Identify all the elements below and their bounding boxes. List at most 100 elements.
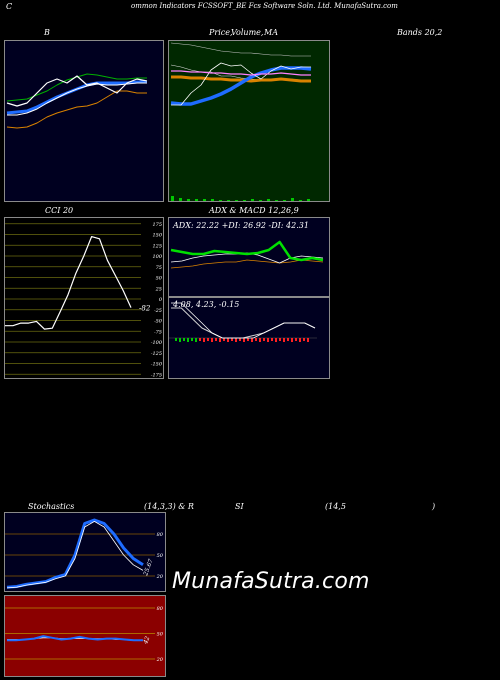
adx-panel: ADX: 22.22 +DI: 26.92 -DI: 42.31 (168, 217, 330, 297)
rsi-tick-label: 20 (156, 657, 164, 663)
macd-histogram-bar (295, 338, 297, 341)
volume-bar (187, 199, 190, 201)
macd-histogram-bar (179, 338, 181, 342)
stochastics-tick-label: 50 (157, 553, 164, 559)
stochastics-panel: 80 50 20 25.67 (4, 512, 166, 592)
macd-histogram-bar (191, 338, 193, 341)
price-ma-long (170, 42, 311, 57)
macd-histogram-bar (175, 338, 177, 341)
macd-histogram-bar (187, 338, 189, 342)
cci-tick-label: 175 (152, 222, 162, 228)
bollinger-label: B (44, 28, 50, 37)
volume-bar (211, 199, 214, 201)
cci-panel: 175 150 125 100 75 50 25 0 -25 -50 -75 -100 -125 -150… (4, 217, 164, 379)
rsi-tick-label: 80 (157, 606, 164, 612)
macd-line (171, 302, 316, 339)
cci-chart: 175 150 125 100 75 50 25 0 -25 -50 -75 -100 -125 -150… (5, 222, 163, 378)
rsi-panel: 80 50 20 42 (4, 595, 166, 677)
macd-histogram-bar (267, 338, 269, 342)
bollinger-middle-white (7, 82, 147, 116)
price-ma-chart (170, 42, 312, 201)
volume-bar (251, 199, 254, 201)
rsi-si-label: SI (235, 502, 244, 511)
cci-tick-label: 125 (152, 243, 162, 249)
bollinger-price (6, 75, 148, 107)
bollinger-panel (4, 40, 164, 202)
rsi-line (7, 635, 143, 642)
macd-histogram-bar (223, 338, 225, 341)
adx-macd-label: ADX & MACD 12,26,9 (209, 206, 299, 215)
macd-histogram-bar (299, 338, 301, 342)
stochastics-tick-label: 20 (156, 574, 164, 580)
volume-bar (283, 200, 286, 201)
volume-bar (219, 200, 222, 201)
stochastics-k-line (6, 518, 144, 589)
brand-watermark: MunafaSutra.com (172, 569, 370, 594)
macd-histogram-bar (283, 338, 285, 342)
cci-tick-label: -175 (151, 372, 162, 378)
stochastics-value-label: 25.67 (142, 558, 155, 578)
price-ma-panel (168, 40, 330, 202)
bollinger-lower (6, 90, 147, 129)
price-line (171, 62, 311, 106)
macd-histogram-bar (247, 338, 249, 341)
volume-bar (243, 200, 246, 201)
volume-bar (227, 200, 230, 201)
ma-label: MA (264, 28, 278, 37)
cci-tick-label: -100 (151, 340, 163, 346)
cci-label: CCI 20 (45, 206, 74, 215)
macd-histogram-bar (207, 338, 209, 341)
macd-histogram-bar (275, 338, 277, 342)
cci-tick-label: -150 (151, 362, 163, 368)
plus-di-line (170, 240, 324, 262)
adx-line (170, 259, 324, 269)
price-label: Price, (209, 28, 233, 37)
macd-histogram-bar (291, 338, 293, 342)
macd-histogram-bar (235, 338, 237, 342)
cci-tick-label: -25 (154, 308, 162, 314)
stochastics-tick-label: 80 (157, 532, 164, 538)
macd-histogram-bar (251, 338, 253, 342)
volume-label: Volume, (231, 28, 264, 37)
rsi-params-close: ) (432, 502, 436, 511)
macd-histogram-bar (303, 338, 305, 341)
macd-histogram-bar (243, 338, 245, 342)
volume-bar (267, 199, 270, 201)
volume-bar (235, 200, 238, 201)
volume-bar (275, 200, 278, 201)
rsi-params: (14,5 (325, 502, 346, 511)
volume-bar (259, 200, 262, 201)
bollinger-chart (6, 73, 148, 129)
price-ma-orange (171, 75, 311, 83)
cci-value-label: -82 (139, 305, 151, 313)
stochastics-d-line (6, 520, 144, 589)
bollinger-upper (6, 73, 147, 102)
rsi-tick-label: 50 (157, 632, 164, 638)
macd-histogram-bar (307, 338, 309, 342)
macd-histogram-bar (199, 338, 201, 341)
macd-histogram-bar (219, 338, 221, 342)
macd-histogram-bar (287, 338, 289, 341)
cci-tick-label: 75 (156, 265, 162, 271)
cci-tick-label: 100 (152, 254, 162, 260)
price-ma-pink (171, 70, 311, 76)
cci-tick-label: 150 (152, 233, 162, 239)
volume-bar (203, 199, 206, 201)
cci-tick-label: -50 (154, 319, 163, 325)
macd-histogram-bar (239, 338, 241, 341)
header-c-letter: C (6, 2, 13, 11)
volume-bar (171, 196, 174, 201)
macd-histogram-bar (183, 338, 185, 341)
macd-histogram-bar (215, 338, 217, 341)
bollinger-middle-blue (6, 80, 147, 115)
macd-histogram-bar (203, 338, 205, 342)
cci-line (5, 236, 132, 330)
cci-tick-label: -125 (151, 351, 162, 357)
macd-histogram-bar (271, 338, 273, 341)
volume-bar (307, 199, 310, 201)
macd-histogram-bar (259, 338, 261, 342)
adx-readout: ADX: 22.22 +DI: 26.92 -DI: 42.31 (173, 221, 309, 230)
volume-bar (195, 199, 198, 201)
macd-histogram-bar (279, 338, 281, 341)
